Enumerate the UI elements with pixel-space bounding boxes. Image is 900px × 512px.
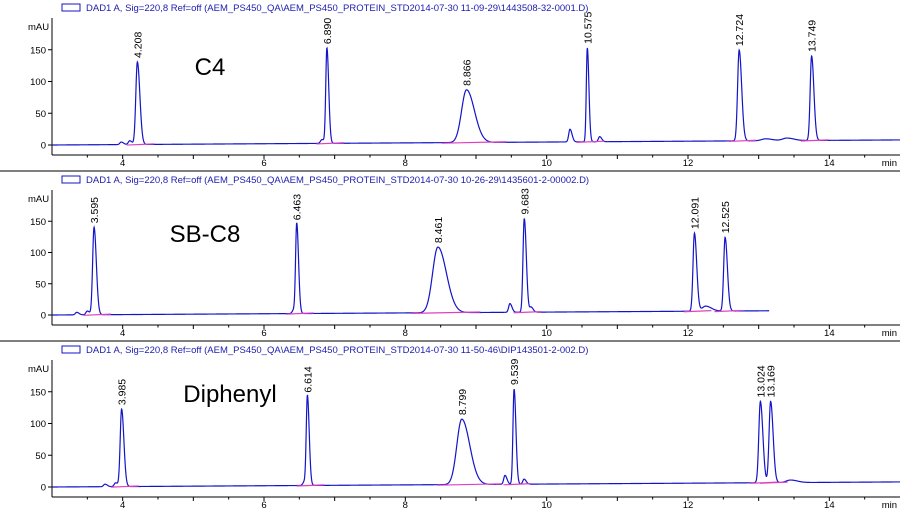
x-tick-label: 14 [824,158,835,169]
x-tick-label: 4 [120,328,125,339]
x-axis-label: min [882,500,897,511]
column-type-label: Diphenyl [183,381,276,408]
chromatogram-c4-svg: DAD1 A, Sig=220,8 Ref=off (AEM_PS450_QA\… [28,3,900,169]
chromatogram-header: DAD1 A, Sig=220,8 Ref=off (AEM_PS450_QA\… [86,3,588,14]
peak-label: 3.595 [89,197,101,223]
x-tick-label: 6 [261,500,266,511]
peak-label: 13.749 [807,20,819,52]
peak-label: 8.461 [433,217,445,243]
integration-baseline [411,311,481,314]
legend-swatch-icon [61,175,81,184]
y-axis-label: mAU [28,22,49,33]
peak-label: 8.799 [457,389,469,415]
y-tick-label: 50 [35,109,46,120]
x-tick-label: 10 [541,500,552,511]
x-tick-label: 12 [683,328,694,339]
integration-baseline [316,142,344,145]
x-tick-label: 10 [541,328,552,339]
column-type-label: SB-C8 [170,221,241,248]
peak-label: 13.169 [766,365,778,397]
integration-baseline [759,481,788,484]
peak-label: 6.890 [322,18,334,44]
y-tick-label: 50 [35,451,46,462]
x-axis-label: min [882,158,897,169]
integration-baseline [437,483,502,486]
peak-label: 8.866 [462,59,474,85]
x-tick-label: 8 [403,158,408,169]
chromatogram-diphenyl-svg: DAD1 A, Sig=220,8 Ref=off (AEM_PS450_QA\… [28,345,900,511]
column-type-label: C4 [195,54,226,81]
chromatogram-header: DAD1 A, Sig=220,8 Ref=off (AEM_PS450_QA\… [86,175,589,186]
y-tick-label: 150 [30,45,46,56]
peak-label: 12.724 [734,14,746,46]
peak-label: 10.575 [582,12,594,44]
peak-label: 9.683 [519,188,531,214]
chromatogram-sb-c8-svg: DAD1 A, Sig=220,8 Ref=off (AEM_PS450_QA\… [28,175,900,339]
peak-label: 9.539 [509,359,521,385]
integration-baseline [683,310,712,313]
x-tick-label: 12 [683,500,694,511]
legend-swatch-icon [61,3,81,12]
peak-label: 13.024 [755,365,767,397]
integration-baseline [728,139,757,143]
integration-baseline [513,311,542,314]
x-tick-label: 14 [824,500,835,511]
x-tick-label: 8 [403,500,408,511]
integration-baseline [83,313,112,316]
y-tick-label: 100 [30,248,46,259]
chromatogram-trace [52,218,770,316]
integration-baseline [714,309,743,313]
y-tick-label: 0 [41,483,46,494]
x-tick-label: 4 [120,500,125,511]
y-tick-label: 0 [41,311,46,322]
x-tick-label: 6 [261,158,266,169]
integration-baseline [286,312,314,315]
y-tick-label: 0 [41,141,46,152]
chromatogram-trace [52,388,900,488]
y-tick-label: 100 [30,419,46,430]
integration-baseline [126,143,155,146]
chromatogram-panel-diphenyl: DAD1 A, Sig=220,8 Ref=off (AEM_PS450_QA\… [0,342,900,512]
x-tick-label: 4 [120,158,125,169]
y-tick-label: 150 [30,217,46,228]
integration-baseline [800,139,829,142]
x-tick-label: 10 [541,158,552,169]
panel-divider [0,340,900,342]
chromatogram-panel-sb-c8: DAD1 A, Sig=220,8 Ref=off (AEM_PS450_QA\… [0,172,900,340]
peak-label: 4.208 [132,32,144,58]
integration-baseline [441,141,507,144]
peak-label: 12.091 [689,197,701,229]
integration-baseline [110,485,139,488]
y-axis-label: mAU [28,364,49,375]
integration-baseline [503,483,532,486]
y-axis-label: mAU [28,194,49,205]
x-tick-label: 12 [683,158,694,169]
x-tick-label: 8 [403,328,408,339]
y-tick-label: 50 [35,279,46,290]
peak-label: 6.614 [302,366,314,392]
y-tick-label: 100 [30,77,46,88]
integration-baseline [296,484,325,487]
x-tick-label: 14 [824,328,835,339]
peak-label: 6.463 [292,194,304,220]
chromatogram-panel-c4: DAD1 A, Sig=220,8 Ref=off (AEM_PS450_QA\… [0,0,900,170]
integration-baseline [576,140,605,143]
panel-divider [0,170,900,172]
peak-label: 12.525 [720,201,732,233]
x-tick-label: 6 [261,328,266,339]
legend-swatch-icon [61,345,81,354]
y-tick-label: 150 [30,387,46,398]
chromatogram-header: DAD1 A, Sig=220,8 Ref=off (AEM_PS450_QA\… [86,345,588,356]
peak-label: 3.985 [117,379,129,405]
chromatogram-trace [52,46,900,146]
x-axis-label: min [882,328,897,339]
